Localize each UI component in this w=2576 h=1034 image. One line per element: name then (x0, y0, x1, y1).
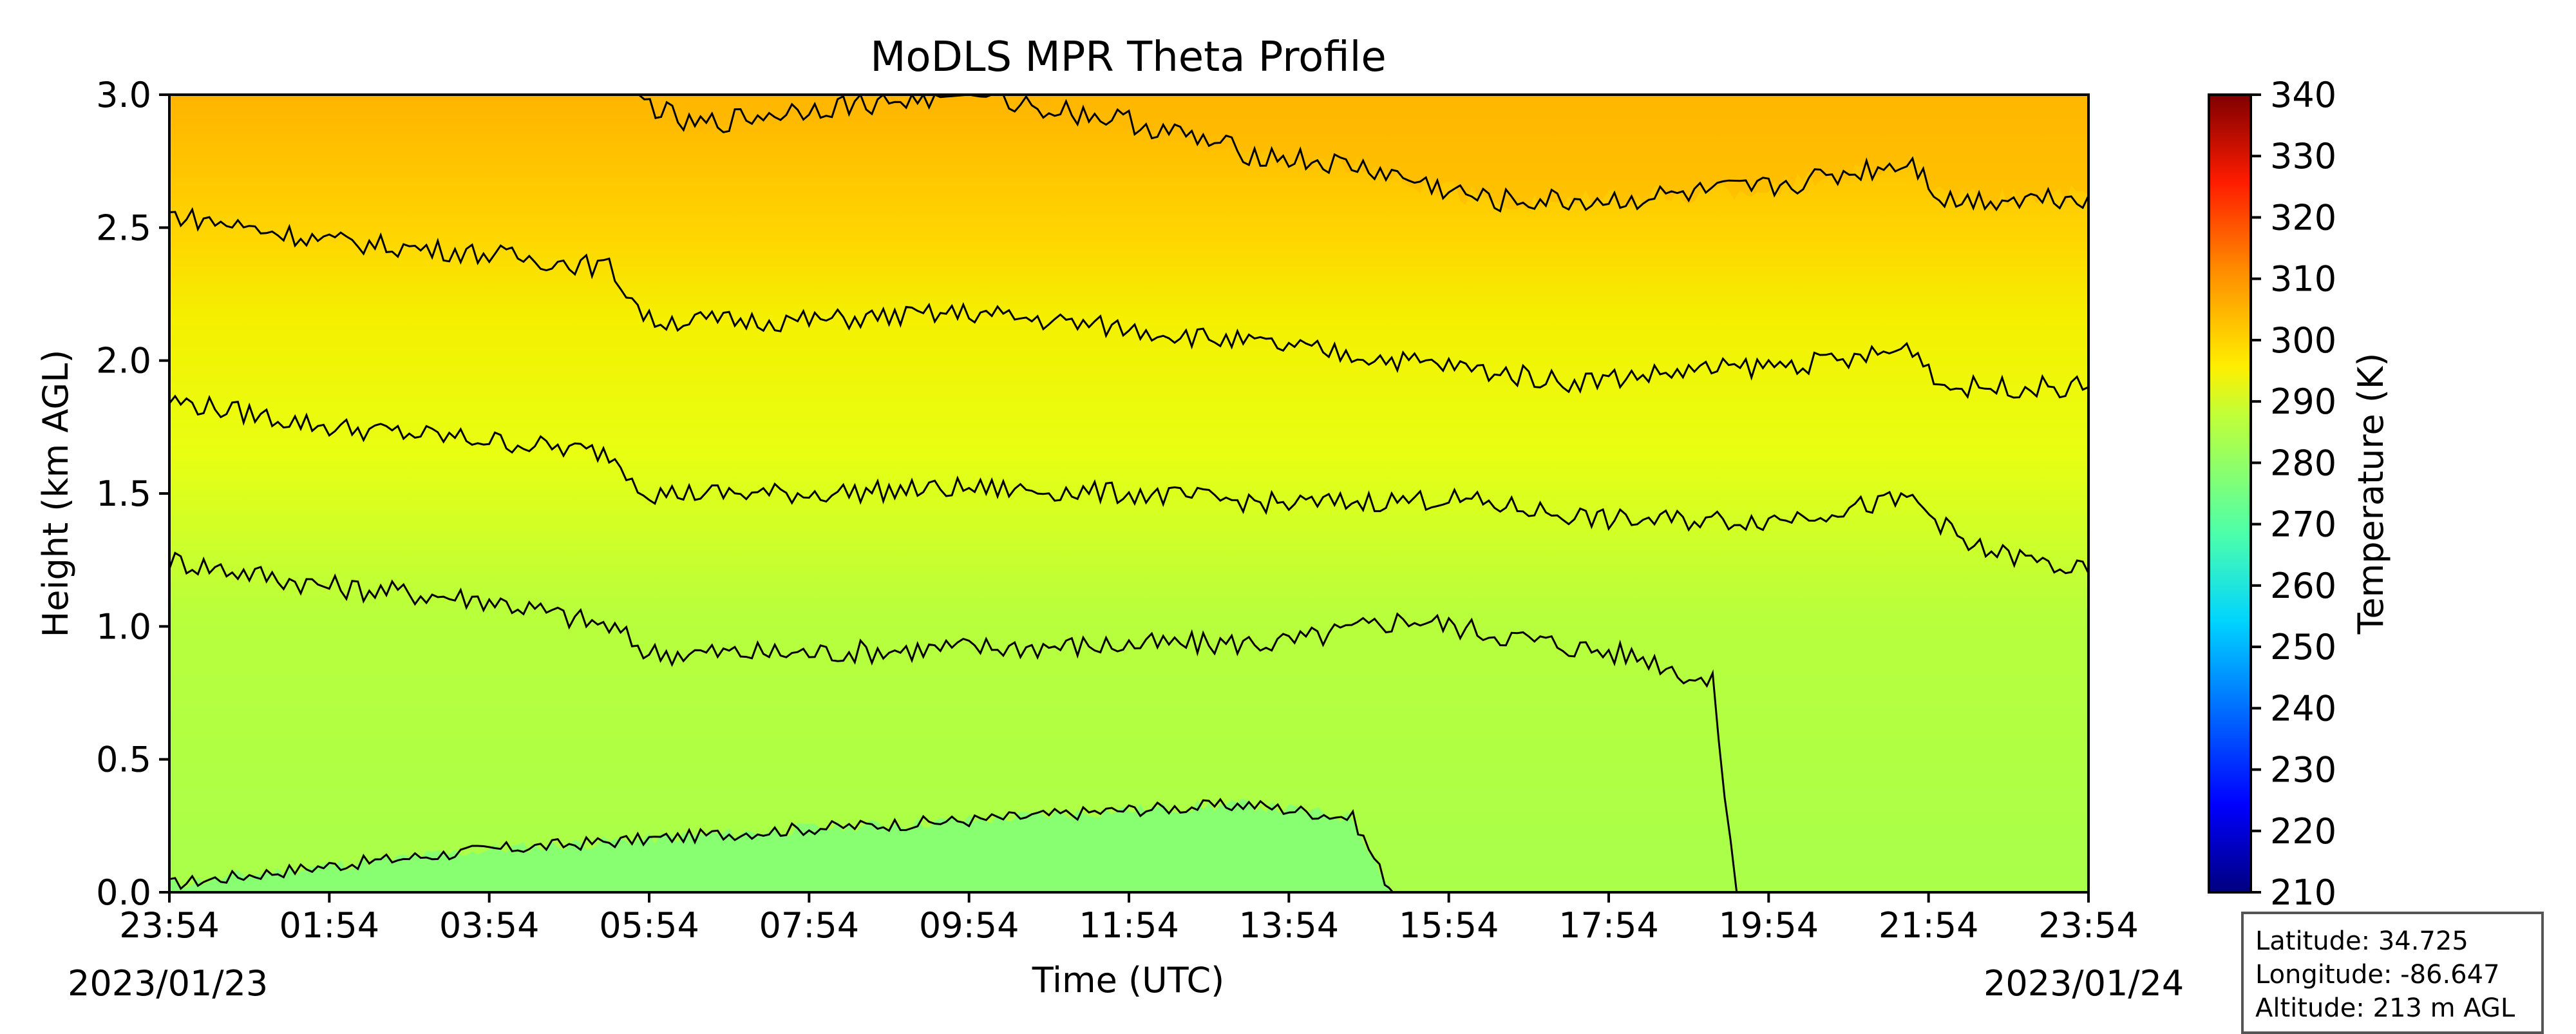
colorbar-tick-label: 310 (2270, 259, 2336, 300)
colorbar-label: Temperature (K) (2351, 353, 2391, 635)
colorbar-tick-label: 260 (2270, 566, 2336, 606)
station-info-box: Latitude: 34.725 Longitude: -86.647 Alti… (2241, 912, 2544, 1034)
contour-line-280 (169, 798, 1394, 892)
y-tick-label: 3.0 (96, 75, 151, 115)
x-tick-label: 23:54 (119, 905, 220, 946)
colorbar-tick-label: 320 (2270, 197, 2336, 238)
y-tick-label: 1.5 (96, 474, 151, 514)
x-tick-label: 07:54 (759, 905, 860, 946)
x-axis: 23:54 01:54 03:54 05:54 07:54 09:54 11:54 13:54… (119, 892, 2139, 946)
colorbar-tick-label: 340 (2270, 75, 2336, 115)
colorbar-tick-label: 250 (2270, 627, 2336, 667)
chart-title: MoDLS MPR Theta Profile (870, 34, 1387, 81)
colorbar: 210 220 230 240 250 260 270 280 290 300 310 320 330 3… (2208, 75, 2391, 913)
x-tick-label: 17:54 (1558, 905, 1659, 946)
x-tick-label: 13:54 (1239, 905, 1340, 946)
contour-line-285 (169, 551, 1738, 892)
x-tick-label: 11:54 (1079, 905, 1179, 946)
x-tick-label: 21:54 (1879, 905, 1979, 946)
y-tick-label: 2.0 (96, 341, 151, 381)
contour-line-290 (169, 394, 2088, 575)
colorbar-tick-label: 280 (2270, 443, 2336, 483)
y-tick-label: 0.0 (96, 872, 151, 913)
altitude-text: Altitude: 213 m AGL (2255, 993, 2515, 1023)
colorbar-tick-label: 230 (2270, 750, 2336, 790)
contour-lines (169, 95, 2088, 892)
x-axis-label: Time (UTC) (1032, 960, 1225, 1000)
x-tick-label: 01:54 (279, 905, 380, 946)
longitude-text: Longitude: -86.647 (2255, 960, 2500, 990)
x-tick-label: 09:54 (919, 905, 1019, 946)
x-tick-label: 03:54 (439, 905, 540, 946)
contour-line-300 (633, 95, 2088, 213)
end-date-label: 2023/01/24 (1984, 963, 2184, 1004)
cool-band-fill (169, 798, 1393, 892)
y-tick-label: 2.5 (96, 207, 151, 248)
y-axis: 0.0 0.5 1.0 1.5 2.0 2.5 3.0 (96, 75, 169, 913)
colorbar-tick-label: 210 (2270, 872, 2336, 913)
warm-band-fill (633, 95, 2088, 212)
latitude-text: Latitude: 34.725 (2255, 926, 2468, 956)
x-tick-label: 19:54 (1719, 905, 1819, 946)
x-tick-label: 05:54 (599, 905, 699, 946)
y-tick-label: 0.5 (96, 740, 151, 780)
colorbar-tick-label: 220 (2270, 811, 2336, 852)
plot-area (168, 93, 2090, 894)
x-tick-label: 23:54 (2038, 905, 2139, 946)
colorbar-tick-label: 300 (2270, 320, 2336, 361)
y-axis-label: Height (km AGL) (35, 350, 76, 638)
y-tick-label: 1.0 (96, 606, 151, 647)
contour-line-295 (169, 207, 2088, 399)
x-tick-label: 15:54 (1399, 905, 1499, 946)
start-date-label: 2023/01/23 (68, 963, 268, 1004)
warm-region-fill (169, 95, 2088, 892)
colorbar-tick-label: 270 (2270, 504, 2336, 545)
colorbar-scale (2208, 93, 2252, 894)
colorbar-tick-label: 290 (2270, 381, 2336, 422)
colorbar-tick-label: 240 (2270, 688, 2336, 729)
colorbar-tick-label: 330 (2270, 136, 2336, 177)
